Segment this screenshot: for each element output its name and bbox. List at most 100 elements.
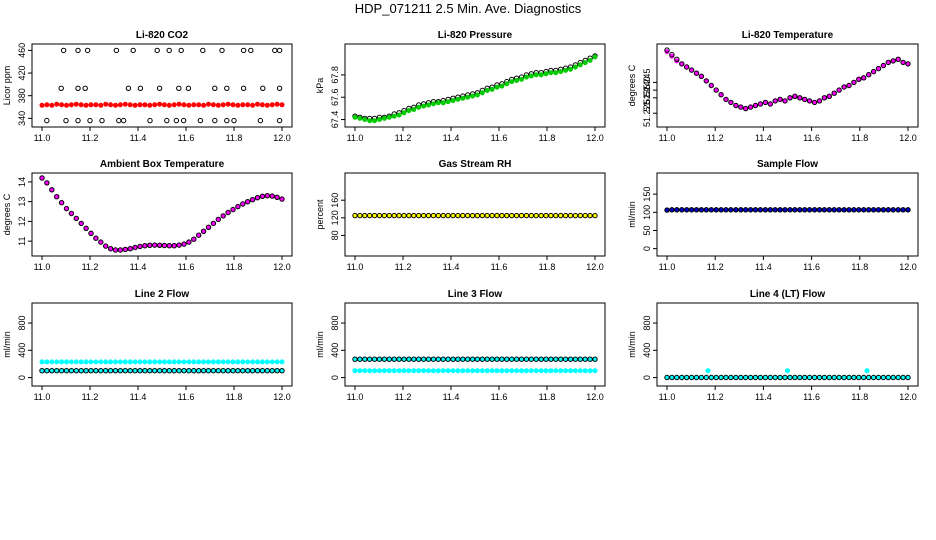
y-axis-label: degrees C (2, 193, 12, 235)
data-point (703, 374, 709, 381)
data-point (142, 359, 148, 365)
data-point (386, 114, 392, 120)
y-tick-label: 0 (642, 246, 652, 251)
data-point (132, 244, 138, 251)
data-point (406, 212, 412, 219)
data-point (558, 69, 564, 75)
series-2 (352, 212, 598, 219)
data-point (831, 90, 837, 96)
plot-frame (344, 43, 606, 128)
data-point (196, 368, 202, 374)
data-point (87, 117, 93, 124)
data-point (352, 212, 358, 219)
data-point (376, 356, 383, 362)
data-point (558, 368, 564, 374)
data-point (693, 207, 700, 213)
data-point (504, 81, 510, 87)
data-point (142, 243, 148, 249)
data-point (489, 212, 495, 219)
panel-5: Gas Stream RH 11.0 11.2 11.4 11.6 11.8 12.0 80 1… (315, 159, 606, 272)
data-point (220, 213, 226, 219)
data-point (274, 368, 280, 374)
data-point (367, 212, 373, 219)
data-point (68, 102, 74, 108)
y-tick-label: 800 (642, 316, 652, 331)
plot-frame (656, 302, 919, 387)
data-point (83, 102, 89, 108)
data-point (362, 117, 368, 123)
data-point (73, 359, 79, 365)
data-point (470, 93, 476, 99)
data-point (582, 368, 588, 374)
data-point (479, 368, 485, 374)
data-point (245, 199, 251, 205)
data-point (93, 235, 99, 241)
data-point (738, 104, 744, 110)
data-point (245, 359, 251, 365)
data-point (406, 356, 412, 362)
y-tick-label: 51.235 (642, 84, 652, 112)
y-axis-label: ml/min (2, 331, 12, 358)
x-tick-label: 11.4 (755, 392, 772, 402)
data-point (147, 117, 153, 124)
data-point (83, 359, 89, 365)
data-point (421, 368, 427, 374)
x-tick-label: 11.2 (82, 133, 99, 143)
x-tick-label: 11.6 (803, 262, 820, 272)
data-point (235, 368, 241, 374)
data-point (75, 117, 81, 124)
data-point (499, 212, 505, 219)
data-point (460, 212, 466, 219)
data-point (782, 374, 788, 381)
data-point (489, 356, 495, 362)
y-tick-label: 14 (17, 177, 27, 187)
x-tick-label: 12.0 (273, 392, 291, 402)
y-tick-label: 400 (17, 343, 27, 358)
x-tick-label: 11.4 (130, 262, 147, 272)
y-tick-label: 0 (642, 375, 652, 380)
data-point (553, 368, 559, 374)
data-point (826, 207, 832, 213)
data-point (738, 374, 744, 381)
data-point (117, 247, 124, 253)
data-point (108, 359, 114, 365)
data-point (376, 117, 382, 123)
data-point (861, 374, 867, 381)
x-tick-label: 11.2 (395, 392, 412, 402)
data-point (381, 115, 387, 121)
data-point (225, 101, 231, 107)
data-point (411, 107, 417, 113)
data-point (577, 62, 583, 68)
panel-title: Line 4 (LT) Flow (750, 289, 826, 300)
data-point (272, 47, 278, 54)
series-1 (39, 175, 285, 253)
data-point (147, 102, 153, 108)
data-point (747, 374, 754, 381)
x-tick-label: 12.0 (899, 133, 917, 143)
data-point (445, 99, 451, 105)
data-point (430, 356, 437, 362)
data-point (870, 68, 877, 75)
data-point (543, 212, 549, 219)
data-point (176, 85, 182, 92)
data-point (864, 368, 870, 374)
data-point (723, 96, 729, 103)
data-point (411, 212, 417, 219)
data-point (376, 368, 382, 374)
series-1 (352, 53, 598, 122)
data-point (504, 356, 510, 362)
series-2 (705, 368, 870, 374)
data-point (684, 64, 690, 70)
data-point (157, 101, 163, 107)
data-point (784, 368, 790, 374)
page-title: HDP_071211 2.5 Min. Ave. Diagnostics (354, 1, 582, 16)
x-tick-label: 11.0 (347, 392, 364, 402)
data-point (664, 374, 670, 381)
data-point (489, 368, 495, 374)
data-point (257, 117, 264, 124)
data-point (821, 95, 828, 101)
data-point (171, 243, 177, 249)
data-point (846, 82, 852, 89)
data-point (176, 242, 182, 248)
data-point (543, 356, 549, 362)
